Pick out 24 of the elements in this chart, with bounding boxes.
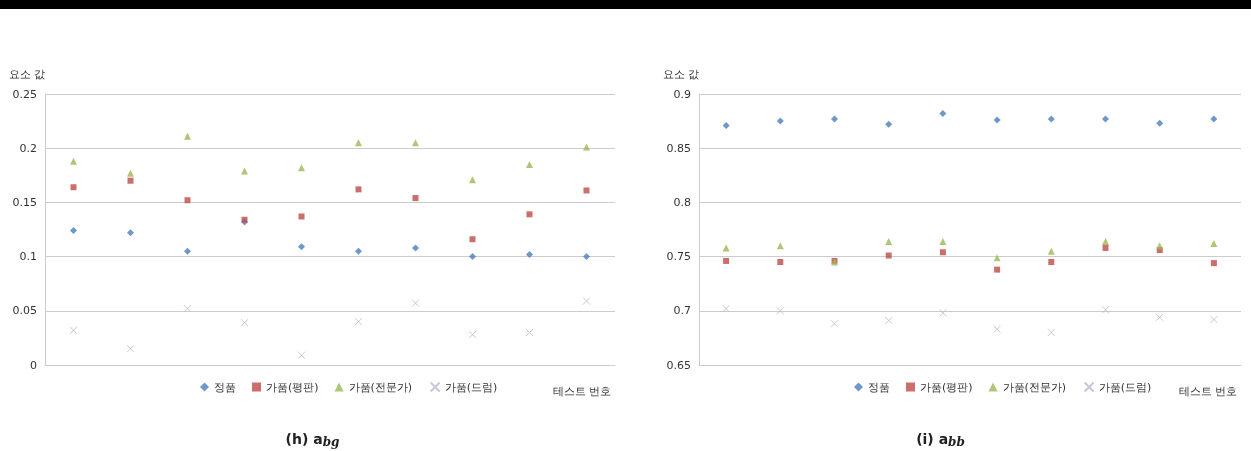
y-tick-label: 0.1 <box>19 250 37 264</box>
y-tick-label: 0.8 <box>673 195 691 209</box>
legend-label: 가품(드럼) <box>1098 380 1152 394</box>
y-tick-label: 0.05 <box>12 304 37 318</box>
x-axis-title: 테스트 번호 <box>552 385 611 398</box>
y-tick-label: 0.65 <box>666 358 691 372</box>
y-tick-label: 0 <box>30 358 37 372</box>
y-tick-label: 0.7 <box>673 304 691 318</box>
legend-label: 정품 <box>214 380 236 394</box>
x-axis-title: 테스트 번호 <box>1178 385 1237 398</box>
legend-label: 가품(평판) <box>920 380 973 394</box>
legend-label: 정품 <box>868 380 890 394</box>
legend-label: 가품(전문가) <box>348 380 413 394</box>
y-tick-label: 0.75 <box>666 250 691 264</box>
legend-label: 가품(평판) <box>266 380 319 394</box>
y-axis-title: 요소 값 <box>8 68 45 81</box>
y-tick-label: 0.2 <box>19 141 37 155</box>
y-tick-label: 0.9 <box>673 87 691 101</box>
y-axis-title: 요소 값 <box>662 68 699 81</box>
legend-label: 가품(전문가) <box>1002 380 1067 394</box>
legend-label: 가품(드럼) <box>444 380 498 394</box>
y-tick-label: 0.85 <box>666 141 691 155</box>
y-tick-label: 0.25 <box>12 87 37 101</box>
y-tick-label: 0.15 <box>12 195 37 209</box>
